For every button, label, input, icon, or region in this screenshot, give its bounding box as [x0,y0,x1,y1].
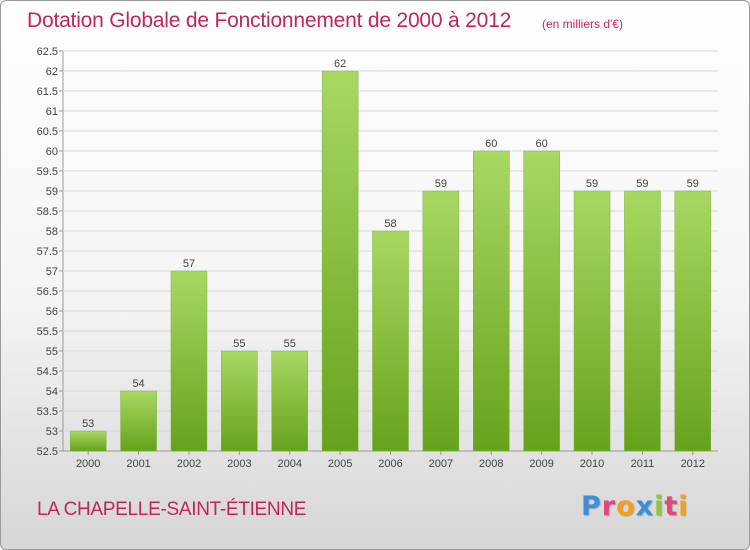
x-tick-label: 2009 [529,458,553,470]
x-tick-label: 2011 [631,458,655,470]
logo-letter: x [635,491,655,522]
y-tick-label: 57.5 [37,246,58,258]
bar-value-label: 53 [82,418,94,430]
logo-letter: i [654,491,665,522]
y-tick-label: 54.5 [37,366,58,378]
y-tick-label: 62 [46,66,58,78]
y-tick-label: 53.5 [37,406,58,418]
bar-value-label: 62 [334,58,346,70]
logo-letter: t [664,491,679,522]
bar [321,70,359,452]
y-tick-label: 58 [46,226,58,238]
commune-name: LA CHAPELLE-SAINT-ÉTIENNE [37,499,307,520]
y-tick-label: 54 [46,386,58,398]
x-tick-label: 2007 [429,458,453,470]
logo-letter: r [601,491,617,522]
bar [120,390,157,452]
x-tick-label: 2002 [177,458,201,470]
proxiti-logo: Proxiti [581,491,689,522]
logo-letter: P [581,491,602,522]
logo-letter: o [616,491,636,522]
bar-value-label: 54 [132,378,144,390]
bar [422,190,460,452]
bar-value-label: 59 [586,178,598,190]
bar [170,270,208,452]
y-tick-label: 55 [46,346,58,358]
x-tick-label: 2005 [328,458,352,470]
bar-value-label: 55 [233,338,245,350]
bar [523,150,560,452]
x-tick-label: 2004 [277,458,301,470]
bar [573,190,611,452]
bar-value-label: 60 [485,138,497,150]
y-tick-label: 58.5 [37,206,58,218]
logo-letter: i [678,491,689,522]
y-tick-label: 52.5 [37,446,58,458]
y-tick-label: 56 [46,306,58,318]
x-tick-label: 2010 [580,458,604,470]
y-tick-label: 61 [46,106,58,118]
bar [221,350,258,452]
x-tick-label: 2000 [76,458,100,470]
bar-value-label: 58 [384,218,396,230]
y-tick-label: 56.5 [37,286,58,298]
bar [674,190,712,452]
y-tick-label: 57 [46,266,58,278]
x-tick-label: 2006 [378,458,402,470]
bar [372,230,409,452]
x-tick-label: 2001 [126,458,150,470]
y-tick-label: 60 [46,146,58,158]
bar-value-label: 59 [435,178,447,190]
y-tick-label: 62.5 [37,46,58,58]
bar [69,430,107,452]
bar [271,350,308,452]
x-tick-label: 2008 [479,458,503,470]
y-tick-label: 53 [46,426,58,438]
bar-value-label: 57 [183,258,195,270]
bar [624,190,661,452]
bar [473,150,510,452]
y-tick-label: 59 [46,186,58,198]
bar-value-label: 59 [636,178,648,190]
x-tick-label: 2003 [227,458,251,470]
y-tick-label: 60.5 [37,126,58,138]
y-tick-label: 59.5 [37,166,58,178]
y-tick-label: 61.5 [37,86,58,98]
units-label: (en milliers d'€) [542,17,623,31]
bar-value-label: 55 [284,338,296,350]
y-tick-label: 55.5 [37,326,58,338]
bar-value-label: 59 [687,178,699,190]
bar-value-label: 60 [536,138,548,150]
chart-title: Dotation Globale de Fonctionnement de 20… [27,9,512,32]
x-tick-label: 2012 [681,458,705,470]
